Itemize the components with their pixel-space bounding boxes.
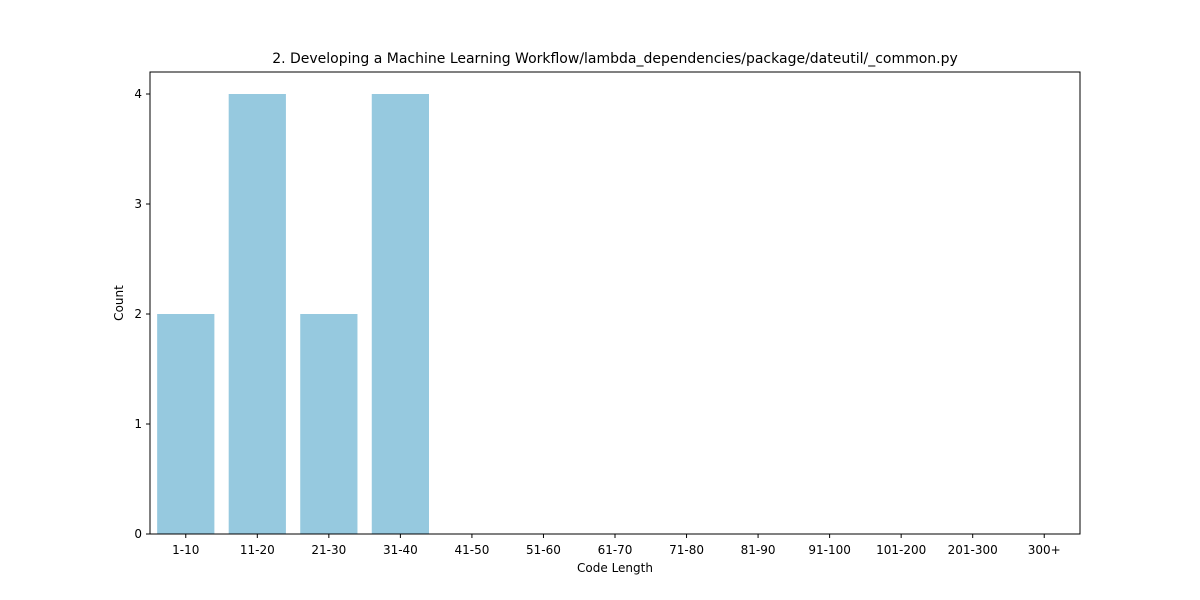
bar-21-30 (300, 314, 358, 534)
x-tick-label: 11-20 (240, 543, 275, 557)
x-axis: 1-10 11-20 21-30 31-40 41-50 51-60 61-70 71-80 8… (172, 534, 1061, 557)
bar-31-40 (371, 94, 429, 534)
x-tick-label: 61-70 (598, 543, 633, 557)
y-tick-label: 0 (134, 527, 142, 541)
bar-1-10 (157, 314, 215, 534)
x-tick-label: 81-90 (741, 543, 776, 557)
x-tick-label: 71-80 (669, 543, 704, 557)
y-axis: 0 1 2 3 4 (134, 87, 150, 541)
y-tick-label: 2 (134, 307, 142, 321)
x-tick-label: 41-50 (454, 543, 489, 557)
x-tick-label: 300+ (1028, 543, 1061, 557)
plot-frame (149, 71, 1081, 535)
y-tick-label: 3 (134, 197, 142, 211)
x-tick-label: 201-300 (948, 543, 998, 557)
chart-title: 2. Developing a Machine Learning Workflo… (272, 51, 958, 67)
bars-group (157, 94, 429, 534)
y-tick-label: 1 (134, 417, 142, 431)
x-tick-label: 51-60 (526, 543, 561, 557)
x-tick-label: 31-40 (383, 543, 418, 557)
x-axis-label: Code Length (577, 561, 653, 575)
x-tick-label: 1-10 (172, 543, 199, 557)
x-tick-label: 101-200 (876, 543, 926, 557)
y-axis-label: Count (112, 285, 126, 321)
x-tick-label: 91-100 (808, 543, 851, 557)
y-tick-label: 4 (134, 87, 142, 101)
x-tick-label: 21-30 (311, 543, 346, 557)
bar-11-20 (228, 94, 286, 534)
